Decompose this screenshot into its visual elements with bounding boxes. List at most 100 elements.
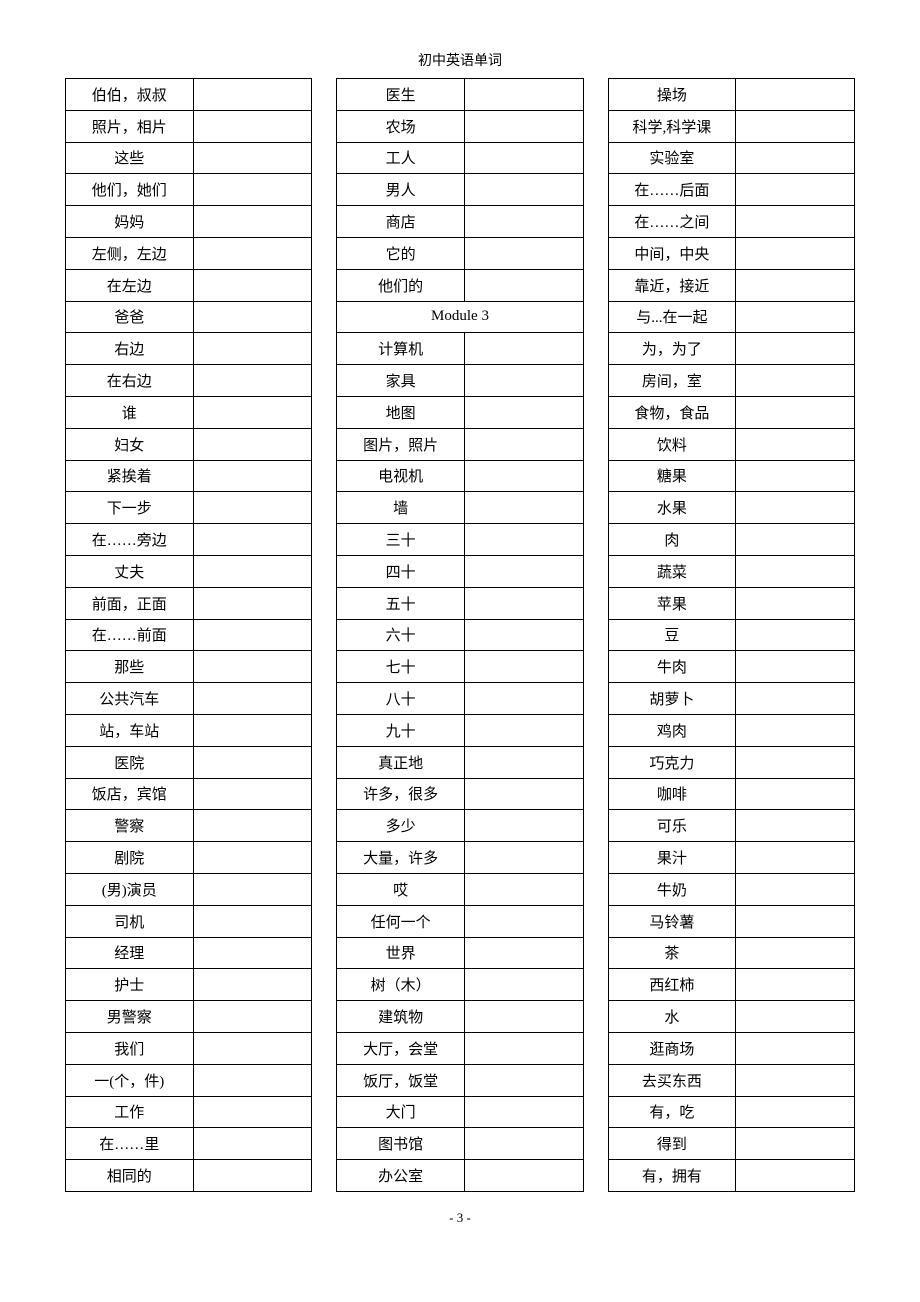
vocab-english — [194, 397, 312, 428]
vocab-chinese: 七十 — [337, 651, 465, 682]
vocab-english — [465, 492, 583, 523]
vocab-english — [194, 524, 312, 555]
vocab-chinese: 男人 — [337, 174, 465, 205]
vocab-row: 右边 — [66, 333, 311, 365]
vocab-english — [194, 174, 312, 205]
vocab-english — [194, 1033, 312, 1064]
vocab-english — [465, 683, 583, 714]
vocab-english — [465, 1160, 583, 1191]
vocab-chinese: 科学,科学课 — [609, 111, 737, 142]
vocab-english — [736, 969, 854, 1000]
vocab-chinese: 下一步 — [66, 492, 194, 523]
vocab-row: 司机 — [66, 906, 311, 938]
vocab-row: 中间，中央 — [609, 238, 854, 270]
vocab-chinese: 食物，食品 — [609, 397, 737, 428]
vocab-row: 在……后面 — [609, 174, 854, 206]
vocab-row: 许多，很多 — [337, 779, 582, 811]
vocab-english — [194, 747, 312, 778]
vocab-english — [465, 429, 583, 460]
vocab-row: 胡萝卜 — [609, 683, 854, 715]
vocab-row: 操场 — [609, 79, 854, 111]
vocab-row: 医生 — [337, 79, 582, 111]
vocab-english — [736, 365, 854, 396]
vocab-row: 家具 — [337, 365, 582, 397]
vocab-row: 丈夫 — [66, 556, 311, 588]
vocab-english — [736, 906, 854, 937]
vocab-chinese: 五十 — [337, 588, 465, 619]
vocab-row: 妇女 — [66, 429, 311, 461]
vocab-english — [736, 429, 854, 460]
vocab-chinese: 有，吃 — [609, 1097, 737, 1128]
vocab-english — [736, 492, 854, 523]
vocab-chinese: 一(个，件) — [66, 1065, 194, 1096]
vocab-english — [465, 810, 583, 841]
vocab-english — [736, 302, 854, 333]
vocab-english — [465, 1065, 583, 1096]
vocab-row: 他们，她们 — [66, 174, 311, 206]
vocab-row: 一(个，件) — [66, 1065, 311, 1097]
vocab-chinese: 剧院 — [66, 842, 194, 873]
vocab-english — [194, 588, 312, 619]
vocab-english — [465, 461, 583, 492]
vocab-english — [465, 1097, 583, 1128]
vocab-row: 伯伯，叔叔 — [66, 79, 311, 111]
vocab-chinese: 爸爸 — [66, 302, 194, 333]
vocab-row: 男人 — [337, 174, 582, 206]
vocab-row: 办公室 — [337, 1160, 582, 1192]
vocab-row: 牛肉 — [609, 651, 854, 683]
vocab-row: 饭店，宾馆 — [66, 779, 311, 811]
vocab-chinese: (男)演员 — [66, 874, 194, 905]
vocab-chinese: 与...在一起 — [609, 302, 737, 333]
vocab-chinese: 茶 — [609, 938, 737, 969]
vocab-row: 图片，照片 — [337, 429, 582, 461]
vocab-row: 图书馆 — [337, 1128, 582, 1160]
vocab-english — [465, 365, 583, 396]
vocab-chinese: 经理 — [66, 938, 194, 969]
vocab-english — [736, 715, 854, 746]
vocab-chinese: 许多，很多 — [337, 779, 465, 810]
vocab-english — [465, 270, 583, 301]
vocab-chinese: 图片，照片 — [337, 429, 465, 460]
vocab-chinese: 他们，她们 — [66, 174, 194, 205]
vocab-english — [465, 143, 583, 174]
vocab-row: 紧挨着 — [66, 461, 311, 493]
vocab-chinese: 医生 — [337, 79, 465, 110]
vocab-english — [736, 779, 854, 810]
vocab-row: 地图 — [337, 397, 582, 429]
vocab-chinese: 医院 — [66, 747, 194, 778]
vocab-chinese: 商店 — [337, 206, 465, 237]
vocab-chinese: 实验室 — [609, 143, 737, 174]
vocab-english — [194, 333, 312, 364]
vocab-column: 伯伯，叔叔照片，相片这些他们，她们妈妈左侧，左边在左边爸爸右边在右边谁妇女紧挨着… — [65, 78, 312, 1192]
vocab-english — [465, 874, 583, 905]
vocab-english — [736, 938, 854, 969]
vocab-row: 五十 — [337, 588, 582, 620]
vocab-chinese: 水 — [609, 1001, 737, 1032]
vocab-row: 饮料 — [609, 429, 854, 461]
vocab-chinese: 逛商场 — [609, 1033, 737, 1064]
vocab-chinese: 在……旁边 — [66, 524, 194, 555]
vocab-row: 去买东西 — [609, 1065, 854, 1097]
vocab-english — [736, 842, 854, 873]
vocab-chinese: 伯伯，叔叔 — [66, 79, 194, 110]
vocab-row: 逛商场 — [609, 1033, 854, 1065]
vocab-row: 下一步 — [66, 492, 311, 524]
vocab-chinese: 可乐 — [609, 810, 737, 841]
vocab-chinese: 在右边 — [66, 365, 194, 396]
vocab-english — [465, 747, 583, 778]
vocab-row: 护士 — [66, 969, 311, 1001]
vocab-chinese: 房间，室 — [609, 365, 737, 396]
vocab-english — [736, 1128, 854, 1159]
vocab-row: 为，为了 — [609, 333, 854, 365]
vocab-english — [465, 1033, 583, 1064]
vocab-row: 工人 — [337, 143, 582, 175]
vocab-row: 肉 — [609, 524, 854, 556]
vocab-row: 公共汽车 — [66, 683, 311, 715]
vocab-row: 我们 — [66, 1033, 311, 1065]
vocab-row: 农场 — [337, 111, 582, 143]
vocab-english — [465, 1001, 583, 1032]
vocab-chinese: 多少 — [337, 810, 465, 841]
vocab-row: 蔬菜 — [609, 556, 854, 588]
vocab-row: 建筑物 — [337, 1001, 582, 1033]
vocab-row: 这些 — [66, 143, 311, 175]
